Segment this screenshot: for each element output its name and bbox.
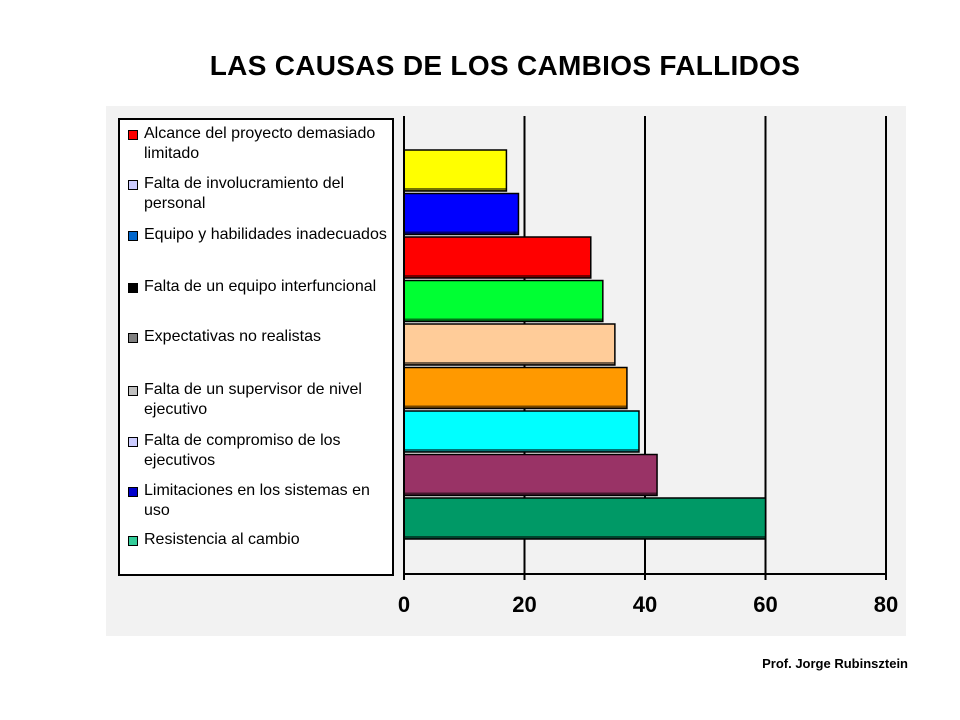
bar — [403, 192, 520, 236]
bar-shadow — [404, 362, 615, 365]
x-tick-label: 20 — [512, 592, 536, 617]
legend-label: Falta de un equipo interfuncional — [144, 278, 377, 295]
bar-shadow — [404, 231, 519, 235]
x-tick-label: 0 — [398, 592, 410, 617]
author-credit: Prof. Jorge Rubinsztein — [762, 656, 908, 671]
legend-label: Falta de compromiso de los ejecutivos — [144, 432, 341, 469]
bar — [403, 410, 640, 453]
x-tick-label: 40 — [633, 592, 657, 617]
legend: Alcance del proyecto demasiado limitado F… — [118, 118, 394, 576]
legend-label: Falta de involucramiento del personal — [144, 175, 345, 212]
bar — [403, 497, 767, 540]
x-axis: 0 20 40 60 80 — [398, 116, 898, 617]
bar — [403, 366, 628, 410]
bar-shadow — [404, 275, 591, 278]
bar — [403, 323, 616, 366]
legend-label: Alcance del proyecto demasiado limitado — [144, 125, 376, 162]
legend-label: Resistencia al cambio — [144, 531, 300, 548]
legend-swatch — [128, 437, 138, 447]
legend-swatch — [128, 231, 138, 241]
bar-shadow — [404, 536, 766, 539]
x-tick-label: 80 — [874, 592, 898, 617]
legend-label: Expectativas no realistas — [144, 328, 321, 345]
legend-swatch — [128, 487, 138, 497]
legend-swatch — [128, 333, 138, 343]
bar — [403, 453, 658, 497]
bar-shadow — [404, 318, 603, 322]
legend-swatch — [128, 283, 138, 293]
bar-shadow — [404, 188, 507, 191]
bar — [403, 149, 508, 192]
bars — [403, 149, 767, 540]
legend-swatch — [128, 180, 138, 190]
bar — [403, 236, 592, 279]
legend-label: Equipo y habilidades inadecuados — [144, 226, 387, 243]
legend-label: Limitaciones en los sistemas en uso — [144, 482, 370, 519]
bar-shadow — [404, 405, 627, 409]
legend-swatch — [128, 536, 138, 546]
x-tick-label: 60 — [753, 592, 777, 617]
bar-shadow — [404, 449, 639, 452]
bar-shadow — [404, 492, 658, 496]
legend-swatch — [128, 386, 138, 396]
legend-label: Falta de un supervisor de nivel ejecutiv… — [144, 381, 362, 418]
chart-title: LAS CAUSAS DE LOS CAMBIOS FALLIDOS — [209, 50, 801, 81]
legend-swatch — [128, 130, 138, 140]
bar — [403, 279, 604, 323]
